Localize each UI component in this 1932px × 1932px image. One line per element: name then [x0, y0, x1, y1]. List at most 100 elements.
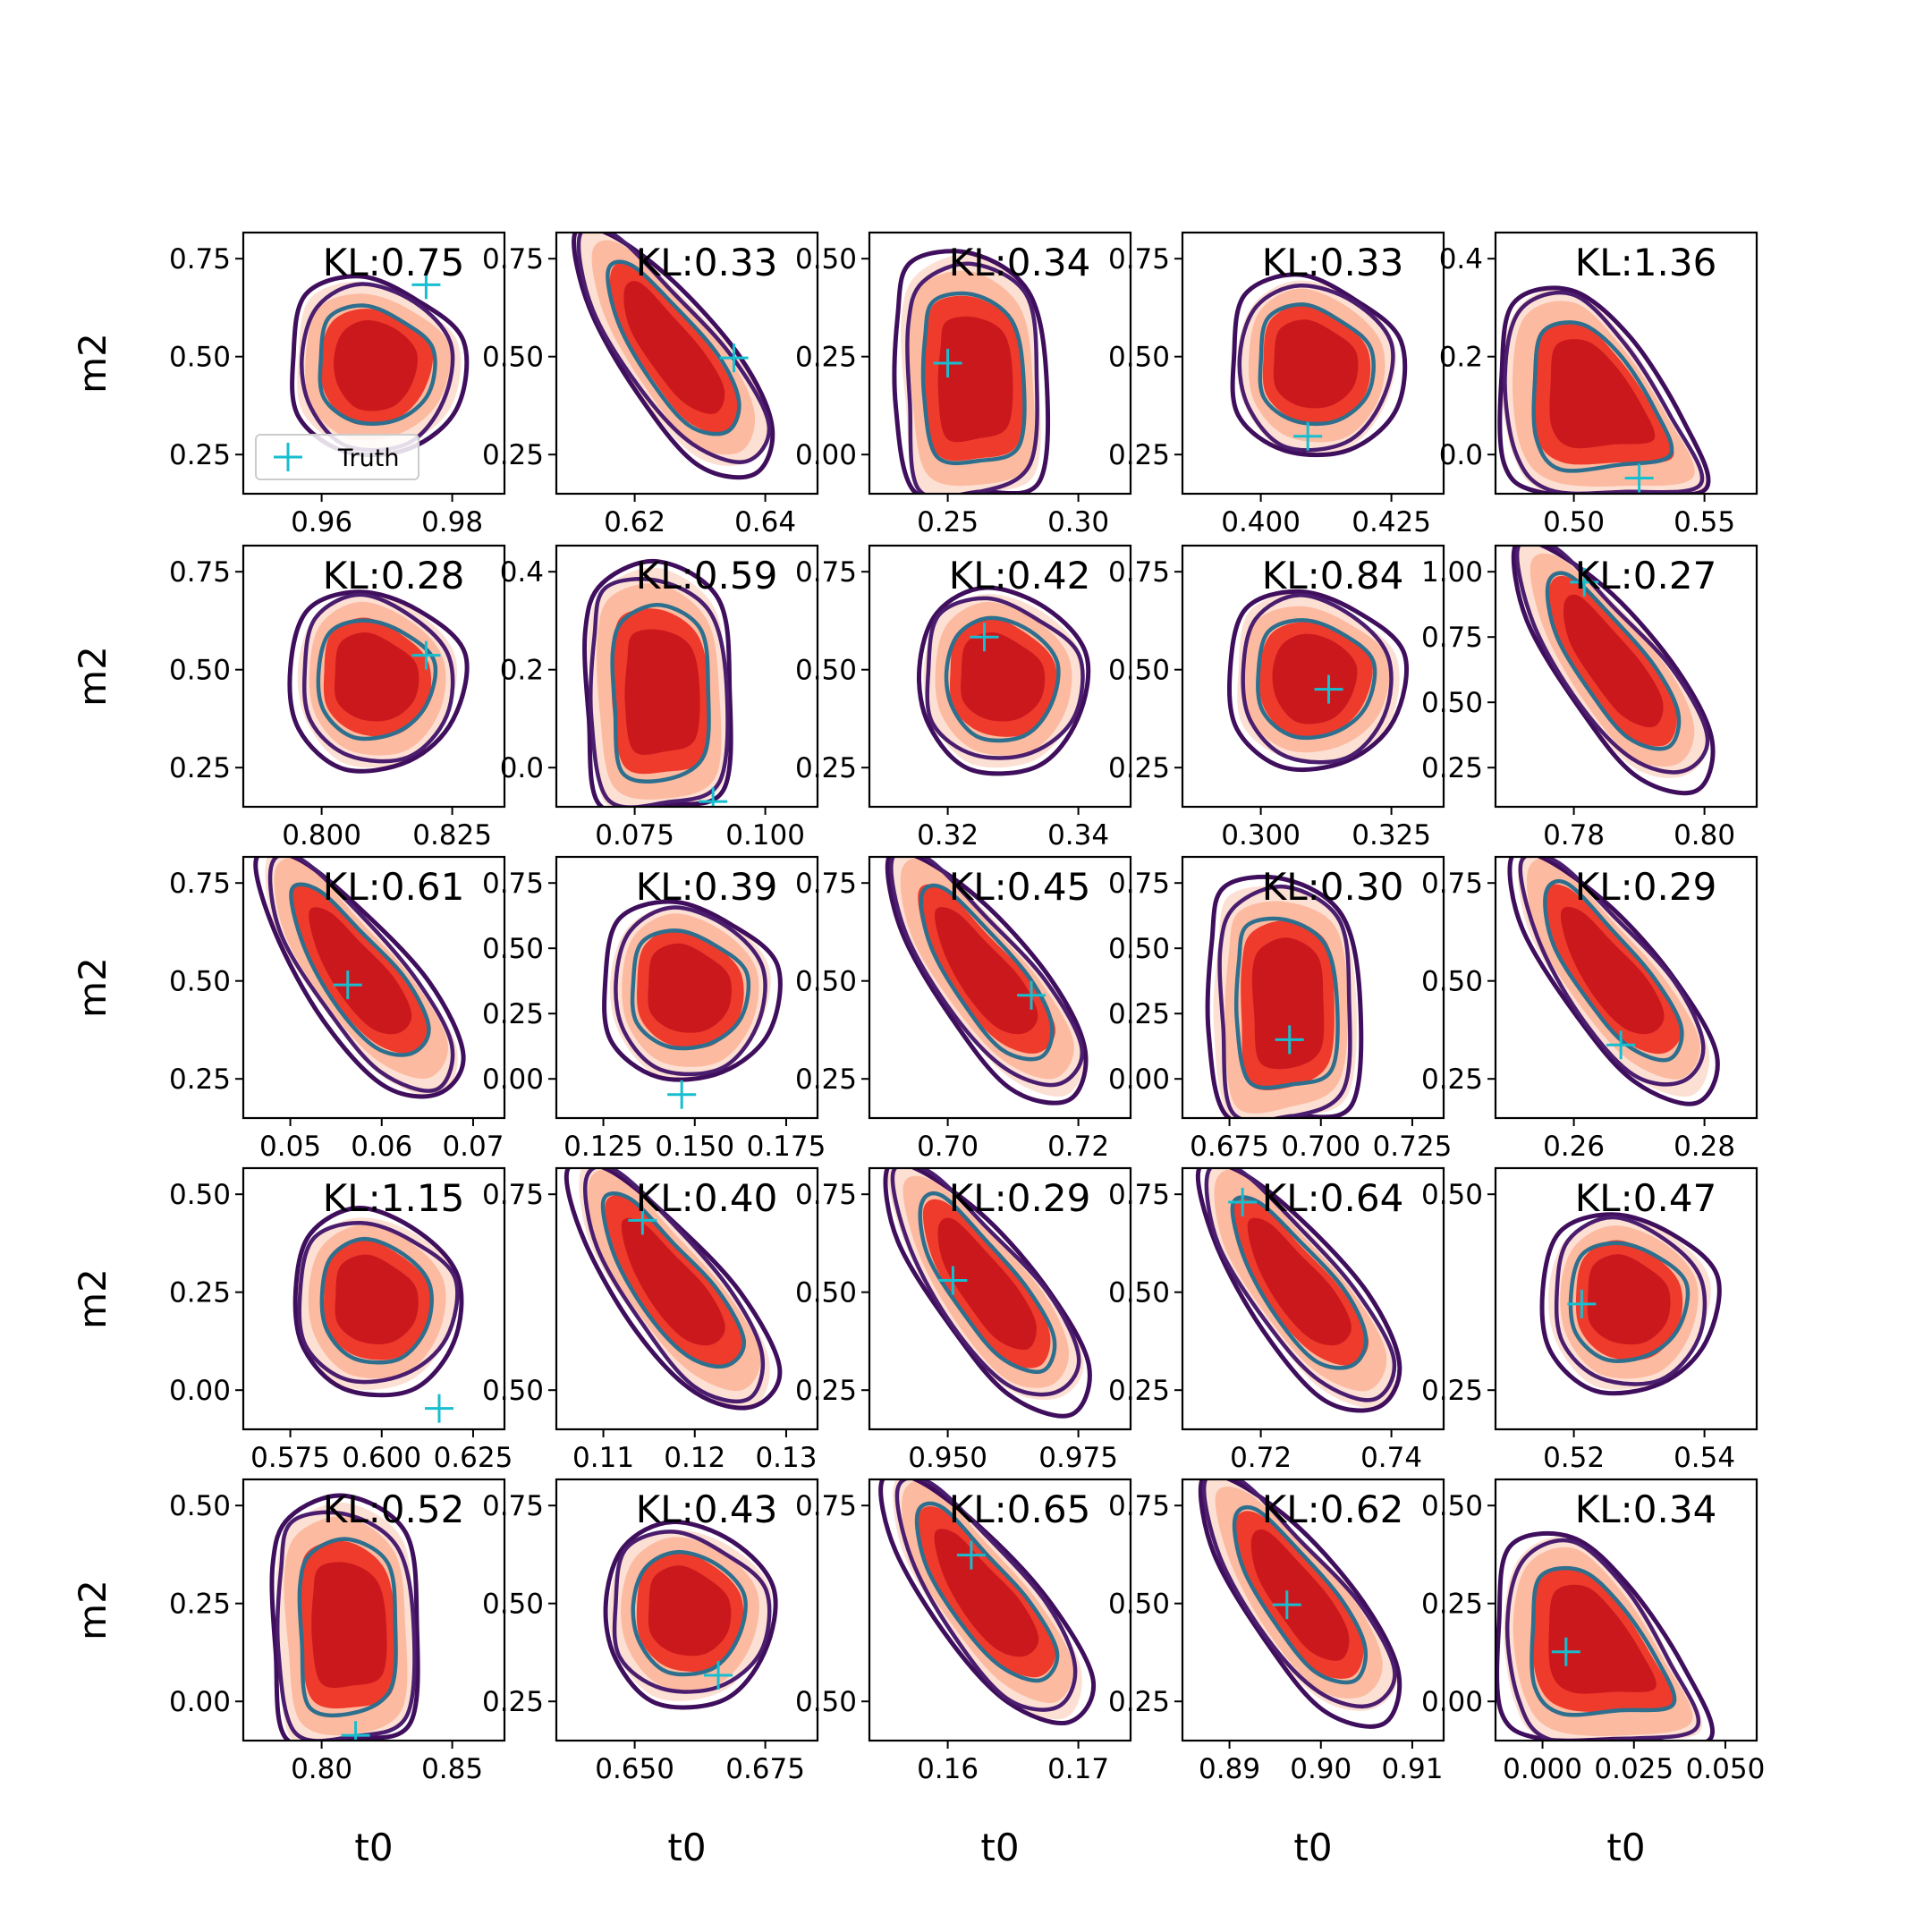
line-contour-level-2 [275, 1510, 417, 1741]
x-tick-label: 0.98 [421, 506, 483, 538]
kl-label: KL:0.52 [323, 1487, 465, 1531]
x-tick-label: 0.54 [1674, 1442, 1735, 1474]
line-contour-level-2 [576, 233, 772, 464]
subplot-21: KL:0.52 0.80 0.85 0.00 0.25 0.50 [169, 1478, 506, 1785]
line-contour-level-1 [1230, 272, 1408, 458]
y-tick-label: 0.25 [1421, 752, 1483, 784]
x-tick-label: 0.55 [1674, 506, 1735, 538]
y-tick-label: 1.00 [1421, 556, 1483, 589]
y-tick-label: 0.50 [795, 243, 857, 275]
x-tick-label: 0.78 [1543, 819, 1605, 852]
filled-density-level-4 [335, 1254, 419, 1344]
legend: Truth [255, 434, 419, 480]
subplot-12: KL:0.39 0.125 0.150 0.175 0.00 0.25 0.50 0.75 [482, 855, 826, 1163]
subplot-3: KL:0.34 0.25 0.30 0.00 0.25 0.50 [795, 231, 1132, 538]
y-tick-label: 0.25 [795, 1375, 857, 1407]
line-contour-level-2 [925, 596, 1085, 760]
x-tick-label: 0.70 [917, 1131, 979, 1163]
kl-label: KL:0.84 [1262, 554, 1404, 597]
y-axis-label: m2 [71, 1268, 114, 1329]
y-tick-label: 0.25 [169, 439, 231, 471]
x-tick-label: 0.700 [1281, 1131, 1360, 1163]
y-tick-label: 0.50 [795, 1686, 857, 1718]
line-contour-level-3 [1545, 571, 1682, 751]
y-tick-label: 0.50 [482, 342, 544, 374]
y-tick-label: 0.50 [169, 342, 231, 374]
x-tick-label: 0.11 [572, 1442, 634, 1474]
posterior-contours [1507, 857, 1720, 1106]
line-contour-level-1 [1497, 285, 1711, 494]
y-tick-label: 0.75 [1108, 556, 1170, 589]
axes-frame [1181, 1166, 1445, 1431]
filled-density-level-4 [1549, 339, 1656, 449]
kl-label: KL:0.43 [636, 1487, 778, 1531]
truth-marker [1567, 1289, 1597, 1318]
subplot-22: KL:0.43 0.650 0.675 0.25 0.50 0.75 [482, 1478, 819, 1785]
line-contour-level-2 [301, 592, 455, 764]
filled-density-level-4 [937, 316, 1013, 443]
axes-frame [555, 1478, 819, 1742]
line-contour-level-2 [267, 857, 455, 1093]
x-tick-label: 0.80 [291, 1753, 352, 1785]
x-axis-label: t0 [1293, 1826, 1332, 1869]
posterior-contours [290, 270, 470, 458]
line-contour-level-3 [1233, 916, 1340, 1090]
x-tick-label: 0.575 [250, 1442, 330, 1474]
axes-frame [242, 1478, 506, 1742]
posterior-contours [878, 1479, 1097, 1725]
x-axis-label: t0 [354, 1826, 393, 1869]
line-contour-level-2 [297, 1221, 460, 1385]
axes-frame [868, 1478, 1132, 1742]
y-axis-label: m2 [71, 957, 114, 1018]
y-tick-label: 0.75 [795, 1179, 857, 1211]
x-tick-label: 0.800 [282, 819, 361, 852]
x-tick-label: 0.72 [1230, 1442, 1292, 1474]
y-axis-label: m2 [71, 646, 114, 707]
kl-label: KL:0.59 [636, 554, 778, 597]
y-tick-label: 0.25 [169, 1277, 231, 1309]
filled-density-level-4 [648, 1565, 732, 1657]
x-tick-label: 0.90 [1290, 1753, 1352, 1785]
axes-frame [555, 855, 819, 1120]
x-tick-label: 0.25 [917, 506, 979, 538]
kl-label: KL:0.75 [323, 241, 465, 284]
kl-label: KL:1.36 [1575, 241, 1717, 284]
kl-label: KL:0.34 [949, 241, 1091, 284]
y-tick-label: 0.75 [482, 868, 544, 900]
y-tick-label: 0.00 [795, 439, 857, 471]
truth-marker [719, 343, 749, 373]
line-contour-level-2 [1217, 884, 1352, 1118]
line-contour-level-2 [1237, 284, 1395, 453]
axes-frame [1181, 855, 1445, 1120]
kl-label: KL:0.34 [1575, 1487, 1717, 1531]
truth-marker [1606, 1030, 1636, 1060]
line-contour-level-3 [316, 618, 438, 741]
x-tick-label: 0.64 [734, 506, 796, 538]
kl-label: KL:0.27 [1575, 554, 1717, 597]
filled-density-level-4 [1560, 906, 1665, 1035]
y-tick-label: 0.50 [169, 655, 231, 687]
y-tick-label: 0.25 [482, 1686, 544, 1718]
x-tick-label: 0.16 [917, 1753, 979, 1785]
y-tick-label: 0.00 [482, 1063, 544, 1096]
truth-marker [1293, 421, 1323, 451]
y-tick-label: 0.75 [1421, 868, 1483, 900]
y-tick-label: 0.50 [169, 966, 231, 998]
y-tick-label: 0.75 [795, 868, 857, 900]
filled-density-level-4 [1563, 594, 1664, 728]
x-tick-label: 0.300 [1221, 819, 1301, 852]
y-tick-label: 0.25 [795, 752, 857, 784]
y-tick-label: 0.50 [1421, 1179, 1483, 1211]
y-tick-label: 0.2 [500, 655, 544, 687]
x-tick-label: 0.650 [595, 1753, 674, 1785]
x-tick-label: 0.06 [351, 1131, 412, 1163]
line-contour-level-1 [1226, 589, 1409, 773]
line-contour-level-1 [1198, 1479, 1402, 1729]
truth-marker [1551, 1637, 1580, 1666]
line-contour-level-2 [890, 1168, 1081, 1397]
subplot-4: KL:0.33 0.400 0.425 0.25 0.50 0.75 [1108, 231, 1445, 538]
line-contour-level-3 [920, 291, 1027, 466]
line-contour-level-1 [1496, 1530, 1715, 1741]
axes-frame [555, 231, 819, 496]
y-tick-label: 0.75 [482, 243, 544, 275]
